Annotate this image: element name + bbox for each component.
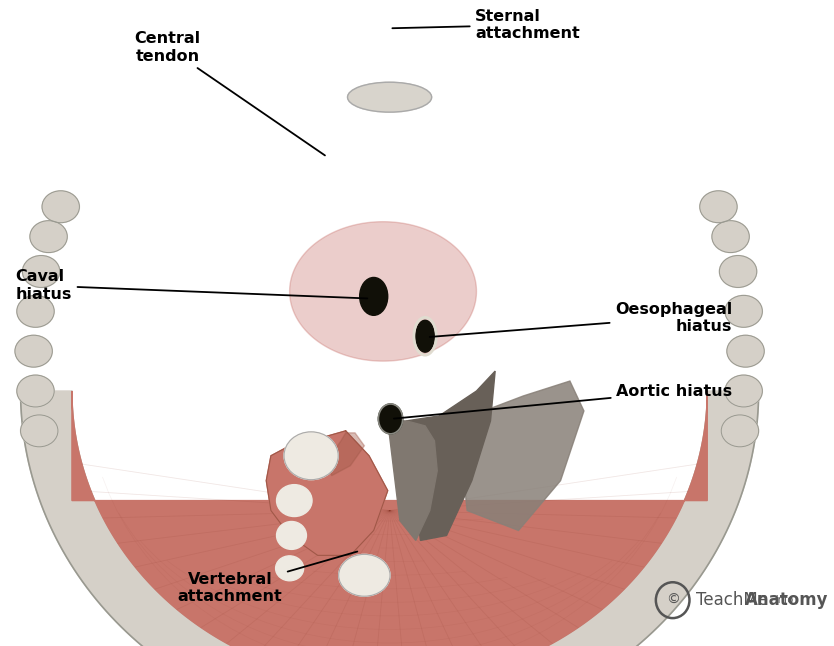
- Ellipse shape: [42, 191, 79, 223]
- Text: Oesophageal
hiatus: Oesophageal hiatus: [430, 302, 732, 337]
- Text: Sternal
attachment: Sternal attachment: [392, 9, 580, 41]
- Ellipse shape: [727, 335, 764, 367]
- Ellipse shape: [359, 278, 388, 315]
- Ellipse shape: [700, 191, 737, 223]
- Polygon shape: [266, 431, 388, 556]
- Text: Aortic hiatus: Aortic hiatus: [394, 384, 732, 419]
- Polygon shape: [458, 381, 584, 530]
- Ellipse shape: [721, 415, 759, 447]
- Ellipse shape: [277, 484, 312, 517]
- Text: info: info: [776, 595, 794, 605]
- Ellipse shape: [348, 82, 432, 112]
- Text: Caval
hiatus: Caval hiatus: [16, 269, 367, 302]
- Polygon shape: [388, 421, 437, 541]
- Ellipse shape: [17, 375, 54, 407]
- Text: ©: ©: [666, 593, 680, 607]
- Text: Central
tendon: Central tendon: [134, 31, 325, 156]
- Ellipse shape: [284, 432, 339, 480]
- Polygon shape: [21, 391, 759, 646]
- Ellipse shape: [30, 221, 68, 253]
- Ellipse shape: [720, 256, 756, 287]
- Ellipse shape: [21, 415, 58, 447]
- Polygon shape: [72, 391, 707, 646]
- Ellipse shape: [415, 320, 435, 352]
- Polygon shape: [289, 222, 476, 361]
- Ellipse shape: [277, 521, 306, 549]
- Ellipse shape: [712, 221, 749, 253]
- Ellipse shape: [725, 375, 762, 407]
- Polygon shape: [327, 433, 364, 475]
- Ellipse shape: [275, 556, 304, 581]
- Ellipse shape: [15, 335, 53, 367]
- Text: TeachMe: TeachMe: [696, 591, 768, 609]
- Text: Vertebral
attachment: Vertebral attachment: [178, 552, 357, 605]
- Ellipse shape: [725, 295, 762, 328]
- Text: Anatomy: Anatomy: [745, 591, 828, 609]
- Ellipse shape: [379, 404, 403, 434]
- Ellipse shape: [17, 295, 54, 328]
- Ellipse shape: [23, 256, 60, 287]
- Ellipse shape: [339, 554, 390, 596]
- Polygon shape: [406, 371, 495, 541]
